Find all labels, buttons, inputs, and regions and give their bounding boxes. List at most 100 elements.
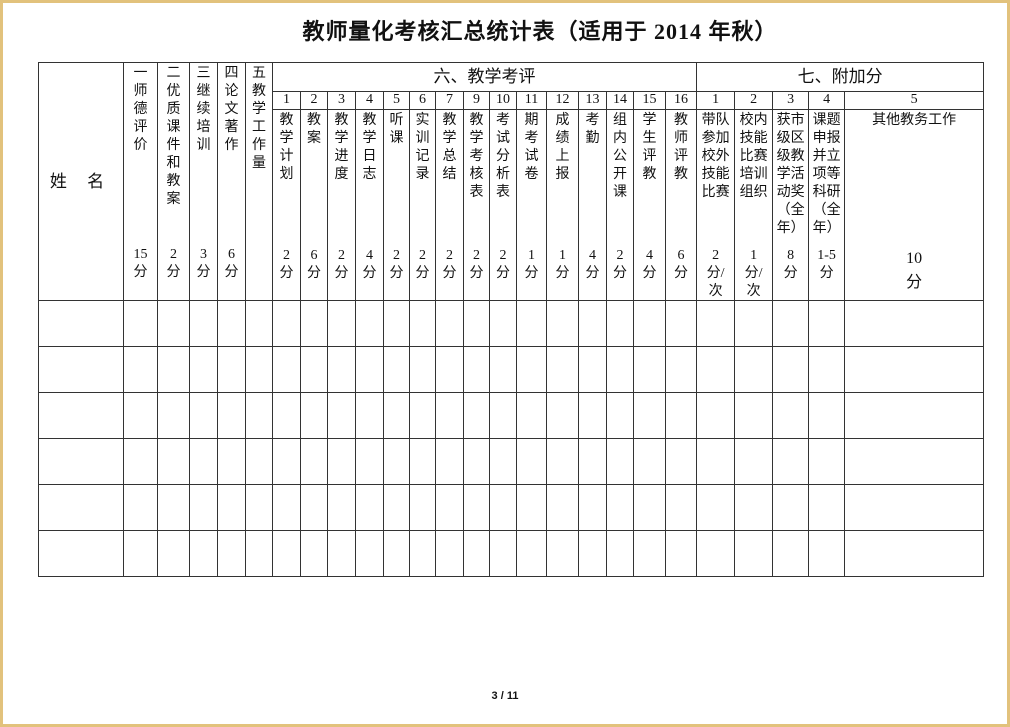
table-cell[interactable] bbox=[272, 392, 301, 439]
table-cell[interactable] bbox=[189, 346, 218, 393]
table-cell[interactable] bbox=[157, 484, 190, 531]
table-cell[interactable] bbox=[664, 392, 698, 439]
table-cell[interactable] bbox=[578, 438, 607, 485]
table-cell[interactable] bbox=[808, 300, 846, 347]
table-cell[interactable] bbox=[734, 530, 774, 577]
table-cell[interactable] bbox=[327, 392, 356, 439]
table-cell[interactable] bbox=[578, 346, 607, 393]
table-cell[interactable] bbox=[217, 484, 246, 531]
table-cell[interactable] bbox=[383, 530, 410, 577]
table-cell[interactable] bbox=[38, 300, 124, 347]
table-cell[interactable] bbox=[664, 530, 698, 577]
table-cell[interactable] bbox=[123, 484, 158, 531]
table-cell[interactable] bbox=[734, 484, 774, 531]
table-cell[interactable] bbox=[606, 530, 634, 577]
table-cell[interactable] bbox=[696, 300, 736, 347]
table-cell[interactable] bbox=[189, 530, 218, 577]
table-cell[interactable] bbox=[327, 438, 356, 485]
table-cell[interactable] bbox=[844, 300, 985, 347]
table-cell[interactable] bbox=[38, 484, 124, 531]
table-cell[interactable] bbox=[633, 346, 666, 393]
table-cell[interactable] bbox=[772, 438, 810, 485]
table-cell[interactable] bbox=[546, 300, 579, 347]
table-cell[interactable] bbox=[772, 530, 810, 577]
table-cell[interactable] bbox=[664, 346, 698, 393]
table-cell[interactable] bbox=[217, 300, 246, 347]
table-cell[interactable] bbox=[734, 438, 774, 485]
table-cell[interactable] bbox=[355, 346, 384, 393]
table-cell[interactable] bbox=[489, 300, 517, 347]
table-cell[interactable] bbox=[734, 346, 774, 393]
table-cell[interactable] bbox=[409, 300, 436, 347]
table-cell[interactable] bbox=[300, 300, 328, 347]
table-cell[interactable] bbox=[217, 530, 246, 577]
table-cell[interactable] bbox=[217, 438, 246, 485]
table-cell[interactable] bbox=[633, 484, 666, 531]
table-cell[interactable] bbox=[300, 484, 328, 531]
table-cell[interactable] bbox=[245, 300, 273, 347]
table-cell[interactable] bbox=[245, 530, 273, 577]
table-cell[interactable] bbox=[245, 346, 273, 393]
table-cell[interactable] bbox=[355, 484, 384, 531]
table-cell[interactable] bbox=[245, 438, 273, 485]
table-cell[interactable] bbox=[123, 438, 158, 485]
table-cell[interactable] bbox=[696, 438, 736, 485]
table-cell[interactable] bbox=[355, 438, 384, 485]
table-cell[interactable] bbox=[578, 484, 607, 531]
table-cell[interactable] bbox=[123, 530, 158, 577]
table-cell[interactable] bbox=[300, 530, 328, 577]
table-cell[interactable] bbox=[189, 300, 218, 347]
table-cell[interactable] bbox=[355, 530, 384, 577]
table-cell[interactable] bbox=[435, 392, 464, 439]
table-cell[interactable] bbox=[157, 438, 190, 485]
table-cell[interactable] bbox=[516, 438, 547, 485]
table-cell[interactable] bbox=[435, 438, 464, 485]
table-cell[interactable] bbox=[435, 530, 464, 577]
table-cell[interactable] bbox=[383, 300, 410, 347]
table-cell[interactable] bbox=[463, 346, 490, 393]
table-cell[interactable] bbox=[734, 300, 774, 347]
table-cell[interactable] bbox=[383, 438, 410, 485]
table-cell[interactable] bbox=[808, 392, 846, 439]
table-cell[interactable] bbox=[355, 392, 384, 439]
table-cell[interactable] bbox=[463, 530, 490, 577]
table-cell[interactable] bbox=[578, 530, 607, 577]
table-cell[interactable] bbox=[606, 438, 634, 485]
table-cell[interactable] bbox=[808, 530, 846, 577]
table-cell[interactable] bbox=[383, 392, 410, 439]
table-cell[interactable] bbox=[516, 392, 547, 439]
table-cell[interactable] bbox=[38, 530, 124, 577]
table-cell[interactable] bbox=[516, 300, 547, 347]
table-cell[interactable] bbox=[272, 484, 301, 531]
table-cell[interactable] bbox=[489, 346, 517, 393]
table-cell[interactable] bbox=[463, 300, 490, 347]
table-cell[interactable] bbox=[383, 484, 410, 531]
table-cell[interactable] bbox=[546, 484, 579, 531]
table-cell[interactable] bbox=[516, 530, 547, 577]
table-cell[interactable] bbox=[633, 392, 666, 439]
table-cell[interactable] bbox=[272, 300, 301, 347]
table-cell[interactable] bbox=[633, 530, 666, 577]
table-cell[interactable] bbox=[123, 300, 158, 347]
table-cell[interactable] bbox=[696, 346, 736, 393]
table-cell[interactable] bbox=[696, 530, 736, 577]
table-cell[interactable] bbox=[189, 392, 218, 439]
table-cell[interactable] bbox=[435, 484, 464, 531]
table-cell[interactable] bbox=[808, 438, 846, 485]
table-cell[interactable] bbox=[217, 346, 246, 393]
table-cell[interactable] bbox=[217, 392, 246, 439]
table-cell[interactable] bbox=[409, 392, 436, 439]
table-cell[interactable] bbox=[844, 484, 985, 531]
table-cell[interactable] bbox=[157, 300, 190, 347]
table-cell[interactable] bbox=[546, 392, 579, 439]
table-cell[interactable] bbox=[409, 484, 436, 531]
table-cell[interactable] bbox=[516, 484, 547, 531]
table-cell[interactable] bbox=[664, 300, 698, 347]
table-cell[interactable] bbox=[844, 530, 985, 577]
table-cell[interactable] bbox=[772, 300, 810, 347]
table-cell[interactable] bbox=[327, 530, 356, 577]
table-cell[interactable] bbox=[606, 300, 634, 347]
table-cell[interactable] bbox=[123, 346, 158, 393]
table-cell[interactable] bbox=[606, 346, 634, 393]
table-cell[interactable] bbox=[844, 438, 985, 485]
